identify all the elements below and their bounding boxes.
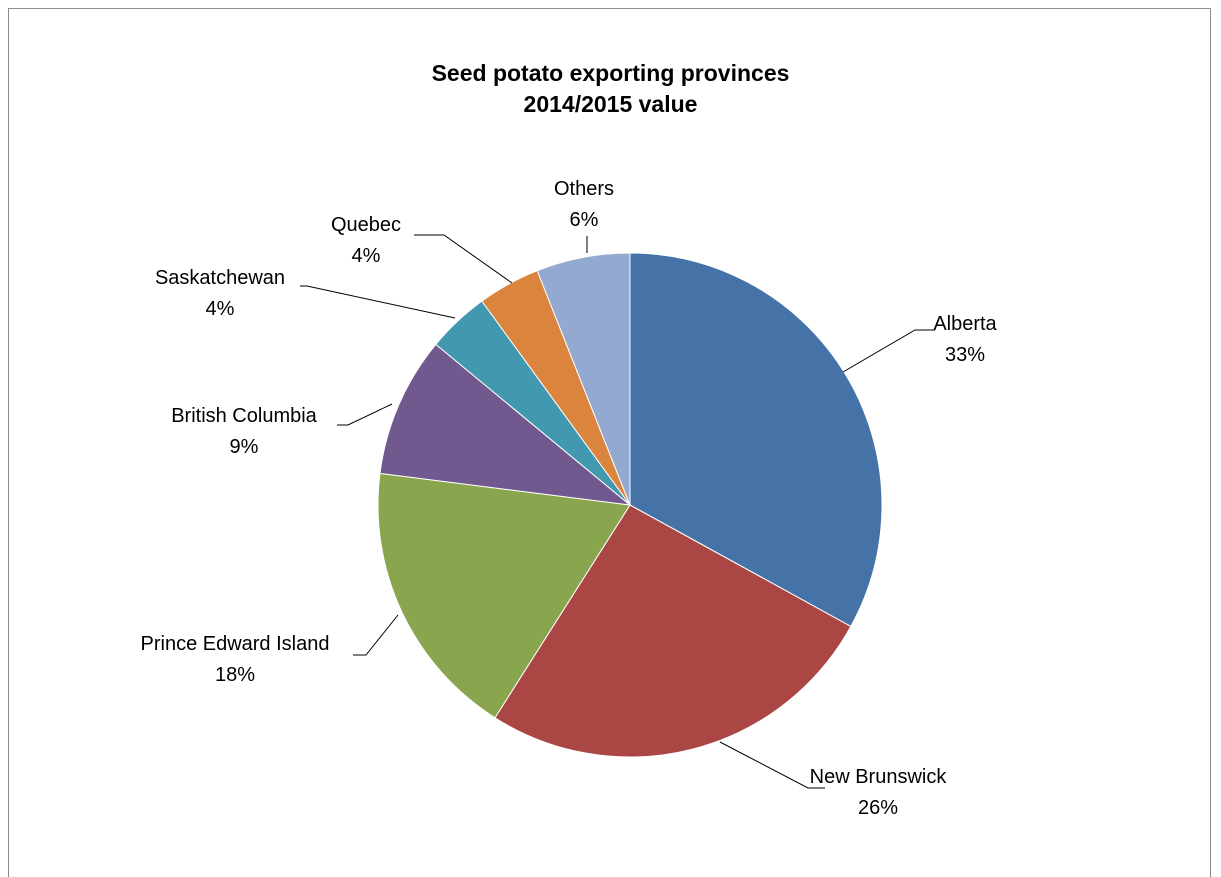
chart-title: Seed potato exporting provinces — [431, 60, 790, 86]
slice-label: New Brunswick — [810, 766, 948, 788]
leader-line — [300, 285, 456, 319]
pie-slice-others — [536, 252, 631, 506]
leader-line — [414, 234, 513, 284]
slice-label: Others — [554, 178, 614, 200]
slice-percent-label: 33% — [945, 344, 985, 366]
slice-percent-label: 26% — [858, 797, 898, 819]
pie-slice-british-columbia — [379, 343, 632, 506]
pie-slice-prince-edward-island — [377, 472, 631, 719]
leader-line — [353, 614, 399, 656]
pie-slice-new-brunswick — [494, 504, 852, 758]
chart-frame — [8, 8, 1211, 877]
slice-percent-label: 6% — [570, 209, 599, 231]
slice-percent-label: 9% — [230, 436, 259, 458]
pie-slice-alberta — [629, 252, 883, 628]
leader-line — [842, 329, 935, 373]
leader-line — [719, 741, 825, 789]
slice-percent-label: 18% — [215, 664, 255, 686]
slice-label: Prince Edward Island — [141, 633, 330, 655]
chart-subtitle: 2014/2015 value — [523, 91, 698, 117]
slice-label: Saskatchewan — [155, 267, 285, 289]
chart-title-block: Seed potato exporting provinces 2014/201… — [0, 58, 1221, 120]
slice-label: Quebec — [331, 214, 401, 236]
slice-label: Alberta — [933, 313, 997, 335]
slice-percent-label: 4% — [352, 245, 381, 267]
slice-percent-label: 4% — [206, 298, 235, 320]
leader-line — [337, 403, 393, 426]
slice-label: British Columbia — [171, 405, 317, 427]
